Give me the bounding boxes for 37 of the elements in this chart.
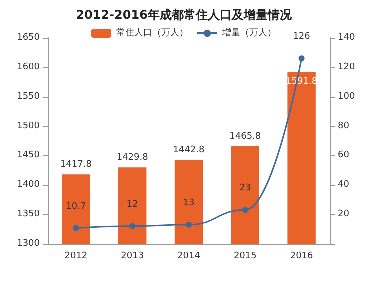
legend-label: 增量（万人） [222, 28, 276, 38]
point [242, 207, 248, 214]
point [73, 225, 80, 232]
y2-tick-label: 140 [338, 33, 356, 43]
y2-tick-label: 100 [338, 92, 356, 102]
data-label: 13 [183, 198, 195, 208]
y-tick-label: 1550 [17, 92, 40, 102]
x-tick-label: 2016 [290, 252, 314, 262]
x-tick-label: 2012 [64, 252, 88, 262]
point [298, 56, 305, 62]
legend-label: 常住人口（万人） [116, 28, 188, 38]
y-tick-label: 1450 [17, 150, 40, 161]
point [130, 223, 136, 230]
point [186, 222, 192, 228]
y-tick-label: 1500 [17, 121, 40, 132]
y2-tick-label: 20 [338, 210, 350, 220]
y2-tick-label: 40 [338, 180, 350, 190]
x-tick-label: 2013 [121, 252, 144, 262]
y2-tick-label: 80 [338, 121, 350, 132]
data-label: 10.7 [66, 202, 86, 212]
y-tick-label: 1400 [17, 180, 40, 190]
x-tick-label: 2014 [178, 252, 201, 262]
y-tick-label: 1350 [17, 210, 40, 220]
y-tick-label: 1300 [17, 239, 40, 249]
data-label: 1465.8 [230, 132, 262, 142]
y-tick-label: 1600 [17, 62, 40, 72]
chart-title: 2012-2016年成都常住人口及增量情况 [76, 8, 293, 22]
data-label: 23 [240, 184, 252, 194]
data-label: 12 [126, 200, 138, 210]
data-label: 1442.8 [173, 145, 206, 156]
y-tick-label: 1650 [17, 33, 40, 43]
data-label: 1417.8 [60, 160, 92, 170]
data-label: 1429.8 [116, 153, 149, 164]
y2-tick-label: 120 [338, 62, 356, 72]
x-tick-label: 2015 [234, 252, 257, 262]
data-label: 126 [293, 32, 311, 42]
y2-tick-label: 60 [338, 150, 350, 161]
